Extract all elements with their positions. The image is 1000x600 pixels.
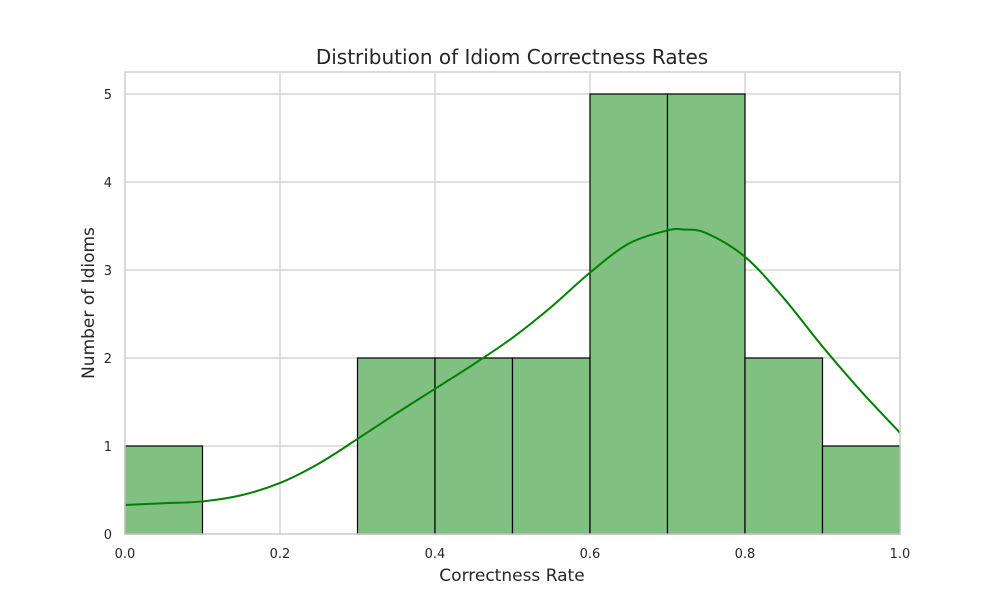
y-tick-label: 5 [104, 88, 112, 103]
y-tick-label: 3 [104, 264, 112, 279]
bar-layer [124, 93, 901, 535]
chart-title: Distribution of Idiom Correctness Rates [316, 45, 708, 69]
x-axis-label: Correctness Rate [439, 566, 584, 586]
kde-layer [124, 227, 901, 506]
histogram-bar [589, 93, 669, 535]
y-axis-label: Number of Idioms [79, 227, 99, 379]
histogram-bar [511, 357, 591, 535]
y-tick-label: 4 [104, 176, 112, 191]
x-tick-label: 1.0 [890, 547, 911, 562]
histogram-bar [821, 445, 901, 535]
histogram-bar [666, 93, 746, 535]
histogram-bar [744, 357, 824, 535]
kde-curve [124, 227, 901, 506]
x-tick-label: 0.2 [270, 547, 291, 562]
plot-frame [124, 71, 901, 535]
histogram-bar [124, 445, 204, 535]
tick-layer: 0.0 0.2 0.4 0.6 0.8 1.0 0 1 2 3 4 5 [104, 88, 911, 562]
x-tick-label: 0.8 [735, 547, 756, 562]
histogram-bar [356, 357, 436, 535]
x-tick-label: 0.6 [580, 547, 601, 562]
x-tick-label: 0.0 [115, 547, 136, 562]
y-tick-label: 1 [104, 440, 112, 455]
x-tick-label: 0.4 [425, 547, 446, 562]
histogram-bar [434, 357, 514, 535]
y-tick-label: 2 [104, 352, 112, 367]
y-tick-label: 0 [104, 528, 112, 543]
